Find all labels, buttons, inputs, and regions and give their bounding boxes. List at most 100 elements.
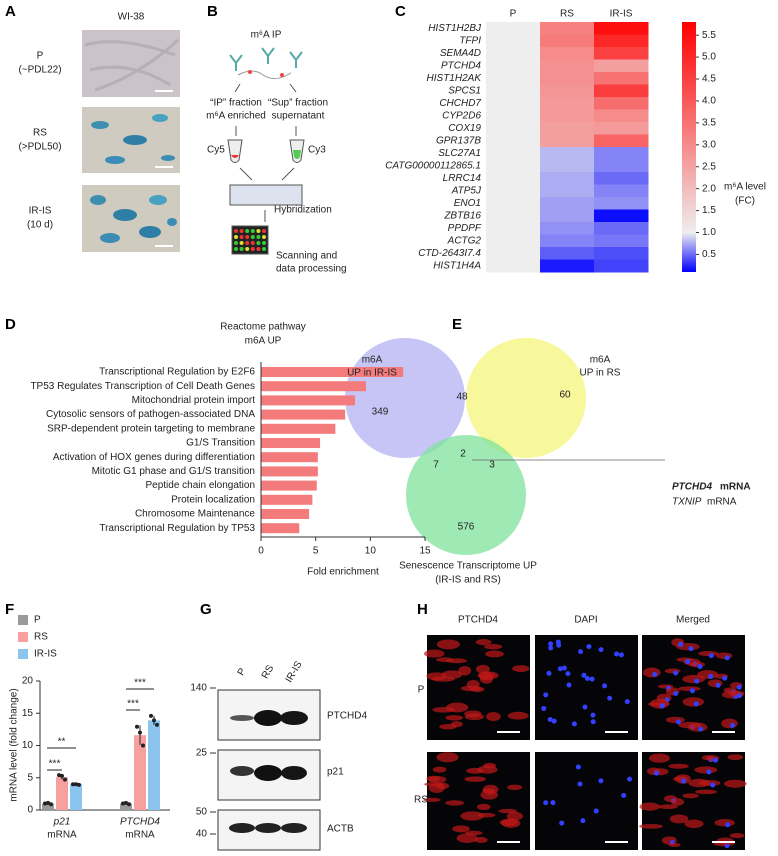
gene-suffix: mRNA xyxy=(707,497,737,508)
significance-label: *** xyxy=(134,678,146,689)
heatmap-cell xyxy=(486,134,541,148)
nucleus xyxy=(729,722,735,728)
red-signal xyxy=(727,754,744,761)
colorbar xyxy=(682,22,696,272)
gene-label: ENO1 xyxy=(454,198,481,209)
array-spot xyxy=(245,235,250,239)
heatmap-cell xyxy=(540,47,595,60)
nucleus xyxy=(590,712,596,718)
red-signal xyxy=(446,658,468,664)
nucleus xyxy=(713,757,719,763)
colorbar-tick-label: 1.5 xyxy=(702,205,716,216)
heatmap-cell xyxy=(540,147,595,160)
red-signal xyxy=(728,690,745,697)
red-signal xyxy=(426,672,447,681)
heatmap-cell xyxy=(540,259,595,273)
gene-label: CATG00000112865.1 xyxy=(385,160,481,171)
nucleus xyxy=(581,672,587,678)
nucleus xyxy=(652,671,658,677)
nucleus xyxy=(708,653,714,659)
nucleus xyxy=(582,704,588,710)
heatmap-cell xyxy=(594,72,649,85)
nucleus xyxy=(693,701,699,707)
nucleus xyxy=(675,719,681,725)
data-point xyxy=(74,782,78,787)
bar xyxy=(261,409,346,420)
nucleus xyxy=(715,682,721,688)
bar xyxy=(261,523,300,534)
panel-label: C xyxy=(395,3,406,20)
nucleus xyxy=(551,718,557,724)
red-signal xyxy=(484,644,503,650)
colorbar-tick-label: 2.5 xyxy=(702,161,716,172)
red-signal xyxy=(639,823,663,829)
red-signal xyxy=(684,819,704,829)
panel-label: E xyxy=(452,316,462,333)
nucleus xyxy=(607,695,613,701)
diagram-title: m⁶A IP xyxy=(251,30,282,41)
nucleus xyxy=(725,822,731,828)
nucleus xyxy=(697,664,703,670)
red-signal xyxy=(649,698,669,709)
set-label: UP in RS xyxy=(580,368,621,379)
heatmap-cell xyxy=(540,72,595,85)
column-header: Merged xyxy=(676,615,710,626)
overlap-count: 2 xyxy=(460,449,466,460)
heatmap-cell xyxy=(594,234,649,248)
data-point xyxy=(149,713,153,718)
red-signal xyxy=(501,818,521,828)
red-signal xyxy=(432,707,456,713)
nucleus xyxy=(659,703,665,709)
nucleus xyxy=(673,670,679,676)
row-label: (>PDL50) xyxy=(18,142,61,153)
gene-label: GPR137B xyxy=(436,135,481,146)
red-signal xyxy=(506,811,523,821)
nucleus xyxy=(710,782,716,788)
red-signal xyxy=(450,721,463,728)
nucleus xyxy=(706,769,712,775)
array-spot xyxy=(256,229,261,233)
nucleus xyxy=(685,659,691,665)
gene-suffix: mRNA xyxy=(720,482,751,493)
bar xyxy=(261,438,321,448)
nucleus xyxy=(566,682,572,688)
heatmap-cell xyxy=(594,134,649,148)
data-point xyxy=(49,802,53,807)
red-signal xyxy=(423,797,441,802)
category-label: Mitotic G1 phase and G1/S transition xyxy=(92,466,255,477)
red-signal xyxy=(441,670,463,679)
red-signal xyxy=(464,776,486,782)
heatmap-cell xyxy=(594,197,649,210)
category-label: PTCHD4 xyxy=(120,817,160,828)
chart-title: m6A UP xyxy=(245,336,282,347)
western-blots xyxy=(210,687,321,851)
red-signal xyxy=(716,652,733,659)
nucleus xyxy=(584,675,590,681)
category-label: SRP-dependent protein targeting to membr… xyxy=(47,423,255,434)
heatmap-cell xyxy=(486,184,541,198)
size-marker: 50 xyxy=(196,807,208,818)
chart-title: Reactome pathway xyxy=(220,322,306,333)
nucleus xyxy=(598,778,604,784)
significance-label: *** xyxy=(127,699,139,710)
heatmap-cell xyxy=(486,197,541,210)
array-spot xyxy=(262,241,266,245)
heatmap-cell xyxy=(540,84,595,98)
category-label: Mitochondrial protein import xyxy=(132,395,256,406)
red-signal xyxy=(424,649,445,658)
red-signal xyxy=(456,833,478,843)
red-signal xyxy=(477,765,498,774)
category-label: Cytosolic sensors of pathogen-associated… xyxy=(46,409,255,420)
nucleus xyxy=(621,792,627,798)
nucleus xyxy=(561,665,567,671)
colorbar-tick-label: 1.0 xyxy=(702,227,716,238)
data-point xyxy=(57,773,61,778)
red-signal xyxy=(714,818,735,827)
nucleus xyxy=(624,699,630,705)
array-spot xyxy=(250,235,255,239)
colorbar-tick-label: 4.0 xyxy=(702,96,716,107)
data-point xyxy=(155,722,159,727)
column-header: IR-IS xyxy=(610,9,633,20)
heatmap-cell xyxy=(540,159,595,173)
gene-label: CYP2D6 xyxy=(442,110,481,121)
